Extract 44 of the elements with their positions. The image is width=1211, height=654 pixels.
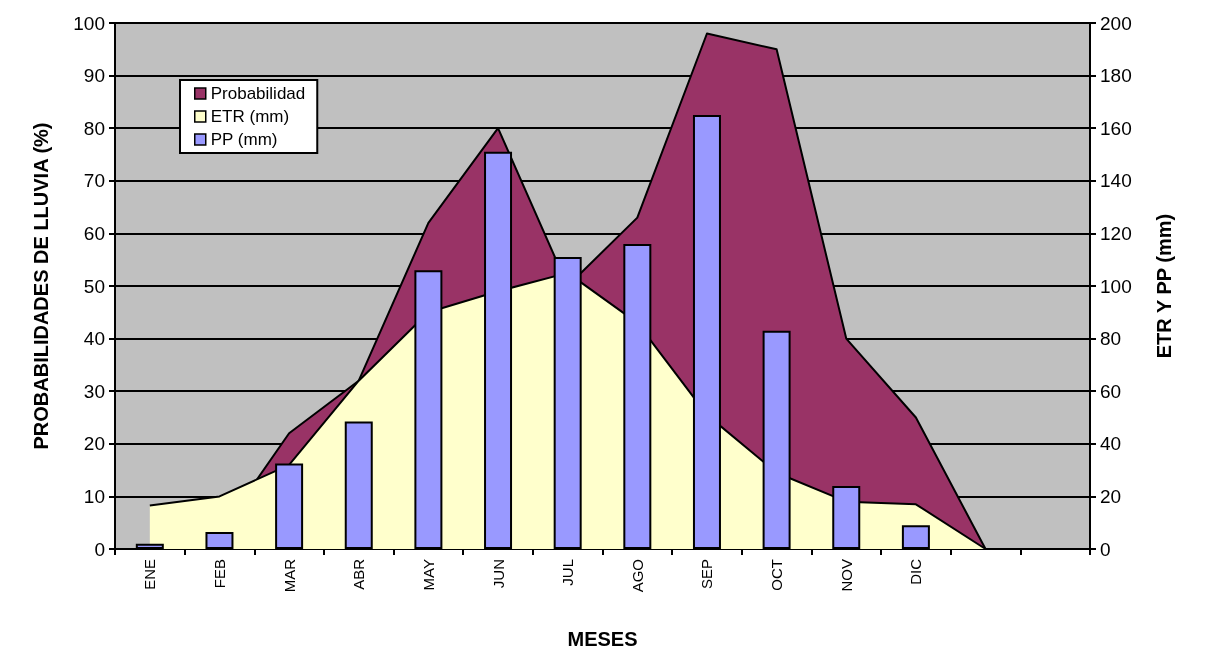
y-tick-label: 30: [83, 380, 105, 402]
x-tick-label: DIC: [907, 558, 925, 585]
legend-label: ETR (mm): [210, 107, 290, 126]
x-tick-label: JUN: [489, 559, 507, 589]
y-axis-title: PROBABILIDADES DE LLUVIA (%): [30, 122, 52, 450]
x-tick-label: ABR: [350, 558, 368, 590]
y-tick-label: 40: [83, 328, 105, 350]
x-tick-label: FEB: [210, 559, 228, 589]
y-tick-label: 70: [83, 170, 105, 192]
y2-tick-label: 140: [1100, 170, 1132, 192]
y2-tick-label: 200: [1100, 12, 1132, 34]
y-tick-label: 60: [83, 222, 105, 244]
y-tick-label: 10: [83, 485, 105, 507]
y2-tick-label: 80: [1100, 328, 1122, 350]
x-tick-label: MAR: [280, 558, 298, 593]
x-axis-title: MESES: [567, 628, 638, 650]
legend-label: Probabilidad: [210, 84, 306, 103]
x-tick-label: AGO: [628, 559, 646, 593]
bar: [205, 531, 234, 549]
y2-tick-label: 100: [1100, 275, 1132, 297]
y2-tick-label: 120: [1100, 222, 1132, 244]
y-tick-label: 20: [83, 433, 105, 455]
legend-label: PP (mm): [210, 130, 278, 149]
x-tick-label: NOV: [837, 559, 855, 592]
y2-axis-title: ETR Y PP (mm): [1153, 213, 1175, 359]
x-tick-label: SEP: [698, 559, 716, 590]
y-tick-label: 90: [83, 65, 105, 87]
y2-tick-label: 0: [1100, 538, 1111, 560]
y2-tick-label: 40: [1100, 433, 1122, 455]
x-tick-label: ENE: [141, 559, 159, 590]
y-tick-label: 50: [83, 275, 105, 297]
y-tick-label: 80: [83, 117, 105, 139]
x-tick-label: JUL: [559, 559, 577, 586]
bar: [344, 421, 373, 549]
y-tick-label: 0: [94, 538, 105, 560]
y-tick-label: 100: [73, 12, 105, 34]
x-tick-label: MAY: [419, 559, 437, 591]
y2-tick-label: 60: [1100, 380, 1122, 402]
x-tick-label: OCT: [768, 559, 786, 591]
bar: [135, 543, 164, 549]
bar: [901, 525, 930, 549]
y2-tick-label: 160: [1100, 117, 1132, 139]
y2-tick-label: 180: [1100, 65, 1132, 87]
y2-tick-label: 20: [1100, 485, 1122, 507]
